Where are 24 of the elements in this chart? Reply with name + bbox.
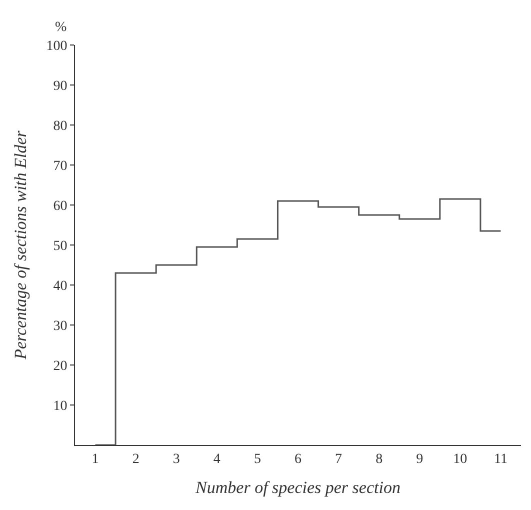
y-tick-label: 70 [53, 158, 68, 174]
y-tick-label: 90 [53, 78, 68, 94]
x-tick-label: 1 [92, 452, 99, 467]
x-tick-label: 2 [132, 452, 140, 467]
x-tick-label: 5 [254, 452, 261, 467]
x-tick-label: 11 [494, 452, 508, 467]
x-tick-label: 7 [335, 452, 342, 467]
x-tick-label: 10 [453, 452, 468, 467]
y-axis-title: Percentage of sections with Elder [10, 130, 30, 360]
x-tick-label: 9 [416, 452, 424, 467]
y-tick-label: 80 [53, 118, 68, 134]
y-tick-label: 60 [53, 198, 68, 214]
text: % [55, 20, 67, 35]
x-tick-label: 8 [376, 452, 383, 467]
x-tick-label: 3 [172, 452, 180, 467]
x-tick-label: 4 [213, 452, 220, 467]
y-tick-label: 30 [53, 318, 68, 334]
y-tick-label: 40 [53, 278, 68, 294]
y-tick-label: 20 [53, 358, 68, 374]
y-tick-label: 100 [46, 38, 68, 54]
x-axis-title: Number of species per section [194, 478, 400, 498]
y-tick-label: 10 [53, 398, 68, 414]
y-tick-label: 50 [53, 238, 68, 254]
x-tick-label: 6 [294, 452, 302, 467]
